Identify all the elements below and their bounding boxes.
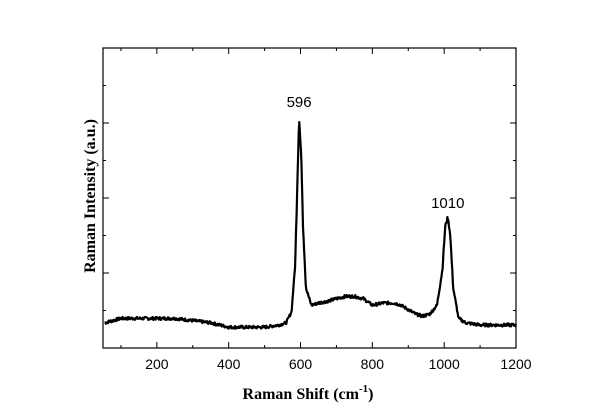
y-axis-title: Raman Intensity (a.u.)	[82, 119, 99, 273]
peak-label: 1010	[431, 195, 464, 212]
x-tick-label: 600	[289, 356, 313, 372]
x-tick-label: 200	[145, 356, 169, 372]
peak-annotations: 596 1010	[287, 94, 465, 212]
x-tick-labels: 200 400 600 800 1000 1200	[145, 356, 532, 372]
axis-ticks	[103, 47, 517, 349]
peak-label: 596	[287, 94, 312, 111]
x-axis-title: Raman Shift (cm-1)	[243, 383, 374, 403]
x-tick-label: 1200	[500, 356, 531, 372]
spectrum-line	[104, 121, 517, 330]
x-tick-label: 400	[217, 356, 241, 372]
x-tick-label: 1000	[429, 356, 460, 372]
x-tick-label: 800	[361, 356, 385, 372]
